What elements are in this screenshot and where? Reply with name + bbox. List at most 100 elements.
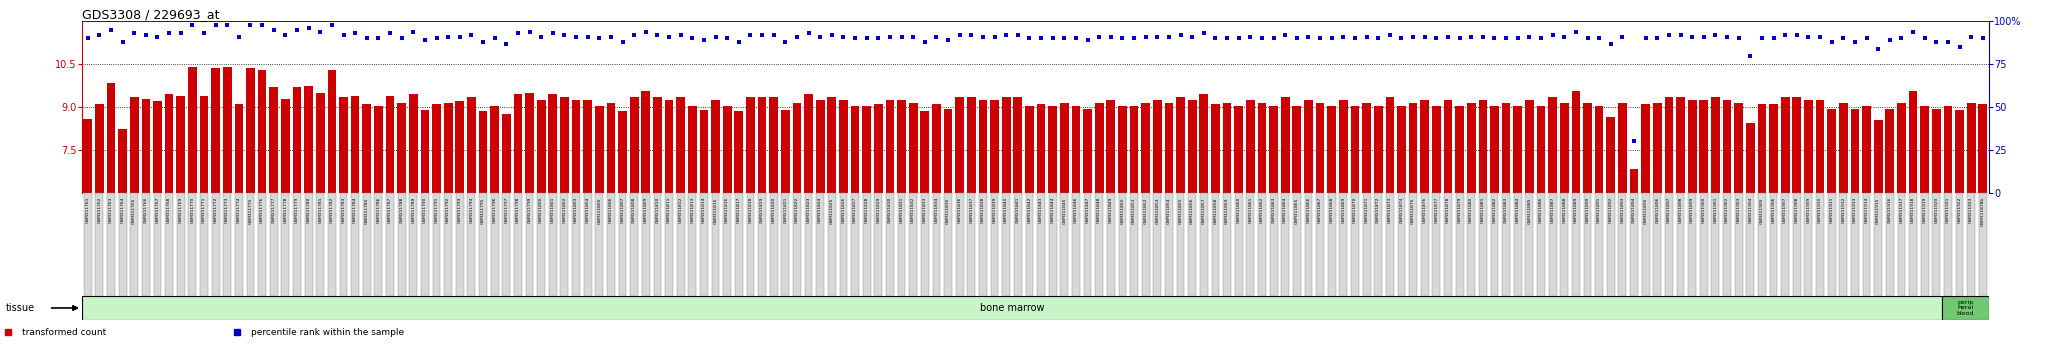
Point — [1198, 35, 1231, 41]
Bar — [154, 193, 162, 296]
Point — [862, 35, 895, 41]
Bar — [1397, 193, 1405, 296]
Bar — [1944, 105, 1952, 193]
Bar — [641, 193, 649, 296]
Point — [1049, 35, 1081, 41]
Bar — [1257, 193, 1266, 296]
Bar — [700, 110, 709, 193]
Point — [1874, 37, 1907, 43]
Bar — [281, 98, 289, 193]
Point — [258, 27, 291, 33]
Bar — [862, 105, 870, 193]
Text: GSM311891: GSM311891 — [1597, 197, 1602, 223]
Bar — [502, 193, 510, 296]
Text: GSM311805: GSM311805 — [598, 197, 602, 223]
Bar — [375, 193, 383, 296]
Text: GSM311920: GSM311920 — [1933, 197, 1937, 223]
Point — [1001, 32, 1034, 38]
Point — [1153, 34, 1186, 40]
Point — [1606, 34, 1638, 40]
Bar — [1339, 100, 1348, 193]
Bar — [1896, 103, 1907, 193]
Point — [373, 30, 406, 36]
Bar — [1503, 193, 1509, 296]
Bar — [397, 103, 406, 193]
Point — [584, 35, 616, 41]
Bar — [1210, 104, 1221, 193]
Point — [1815, 39, 1847, 45]
Bar — [422, 193, 428, 296]
Point — [199, 22, 231, 28]
Bar — [1513, 105, 1522, 193]
Point — [1419, 35, 1452, 41]
Bar — [1466, 193, 1475, 296]
Bar — [676, 97, 684, 193]
Text: GSM311849: GSM311849 — [1108, 197, 1112, 223]
Bar — [954, 97, 965, 193]
Bar — [1862, 105, 1872, 193]
Point — [1270, 32, 1303, 38]
Bar — [328, 70, 336, 193]
Text: GSM311828: GSM311828 — [864, 197, 868, 223]
Bar — [1618, 193, 1626, 296]
Point — [1501, 35, 1534, 41]
Text: GSM311791: GSM311791 — [434, 197, 438, 223]
Text: GSM311769: GSM311769 — [178, 197, 182, 223]
Bar — [723, 193, 731, 296]
Text: GSM311864: GSM311864 — [1284, 197, 1288, 223]
Point — [1688, 34, 1720, 40]
Text: percentile rank within the sample: percentile rank within the sample — [252, 328, 406, 337]
Text: GSM311825: GSM311825 — [829, 197, 834, 223]
Text: GSM311824: GSM311824 — [819, 197, 821, 223]
Bar — [1479, 193, 1487, 296]
Point — [1931, 39, 1964, 45]
Text: GSM311905: GSM311905 — [1759, 197, 1763, 223]
Text: GSM311918: GSM311918 — [1911, 197, 1915, 223]
Text: GSM311771: GSM311771 — [203, 197, 207, 223]
Bar — [1106, 100, 1116, 193]
Point — [1479, 35, 1511, 41]
Point — [629, 29, 662, 34]
Point — [698, 34, 731, 40]
Bar — [584, 193, 592, 296]
Bar — [1049, 105, 1057, 193]
Point — [1700, 32, 1733, 38]
Bar — [770, 97, 778, 193]
Bar — [1223, 193, 1231, 296]
Point — [467, 39, 500, 45]
Bar — [1466, 103, 1477, 193]
Bar — [1049, 193, 1057, 296]
Point — [1722, 35, 1755, 41]
Bar — [1769, 104, 1778, 193]
Bar — [1630, 193, 1638, 296]
Bar — [1561, 193, 1569, 296]
Point — [141, 34, 174, 40]
Text: GSM311799: GSM311799 — [528, 197, 532, 223]
Bar — [874, 193, 883, 296]
Bar — [618, 112, 627, 193]
Text: GSM311801: GSM311801 — [551, 197, 555, 223]
Text: bone marrow: bone marrow — [979, 303, 1044, 313]
Point — [1210, 35, 1243, 41]
Bar — [246, 68, 254, 193]
Text: GSM311873: GSM311873 — [1389, 197, 1393, 223]
Point — [758, 32, 791, 38]
Bar — [1386, 193, 1395, 296]
Text: GSM311830: GSM311830 — [889, 197, 893, 223]
Bar — [1782, 97, 1790, 193]
Text: GSM311789: GSM311789 — [412, 197, 416, 223]
Bar — [700, 193, 709, 296]
Bar — [723, 105, 731, 193]
Text: GSM311837: GSM311837 — [969, 197, 973, 223]
Text: GSM311899: GSM311899 — [1690, 197, 1694, 223]
Bar — [350, 96, 360, 193]
Bar — [154, 101, 162, 193]
Text: GSM311850: GSM311850 — [1120, 197, 1124, 223]
Bar — [141, 193, 150, 296]
Text: GSM311780: GSM311780 — [307, 197, 311, 223]
Text: GSM311862: GSM311862 — [1260, 197, 1264, 223]
Text: GSM311778: GSM311778 — [283, 197, 287, 223]
Text: GSM311858: GSM311858 — [1214, 197, 1217, 223]
Point — [1618, 139, 1651, 144]
Bar — [537, 193, 545, 296]
